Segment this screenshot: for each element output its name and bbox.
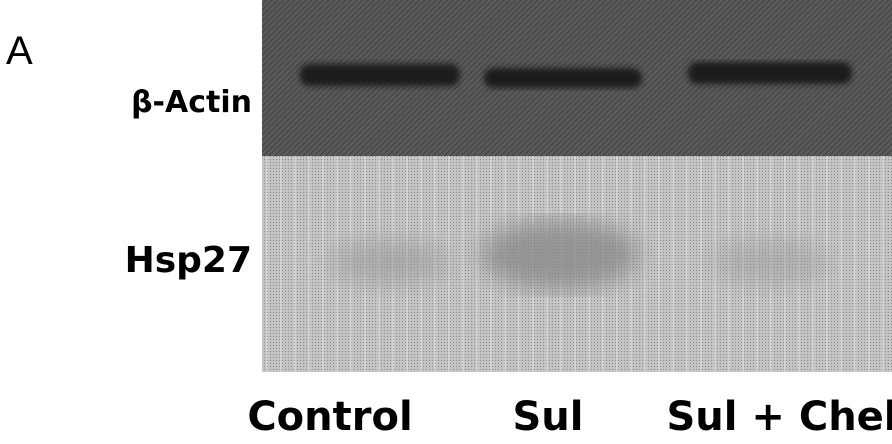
- row-label: β-Actin: [131, 85, 252, 120]
- band: [484, 68, 642, 88]
- band: [688, 62, 852, 84]
- band: [480, 220, 640, 290]
- lane-label: Control: [247, 394, 412, 440]
- band: [330, 240, 450, 284]
- actin-bands: [300, 62, 852, 88]
- lane-label: Sul: [513, 394, 584, 440]
- blot: [262, 0, 892, 372]
- lane-label: Sul + Chel: [666, 394, 892, 440]
- hsp27-bands: [330, 220, 830, 290]
- panel-label: A: [6, 29, 33, 73]
- band: [300, 64, 460, 86]
- band: [710, 240, 830, 284]
- row-label: Hsp27: [125, 240, 252, 281]
